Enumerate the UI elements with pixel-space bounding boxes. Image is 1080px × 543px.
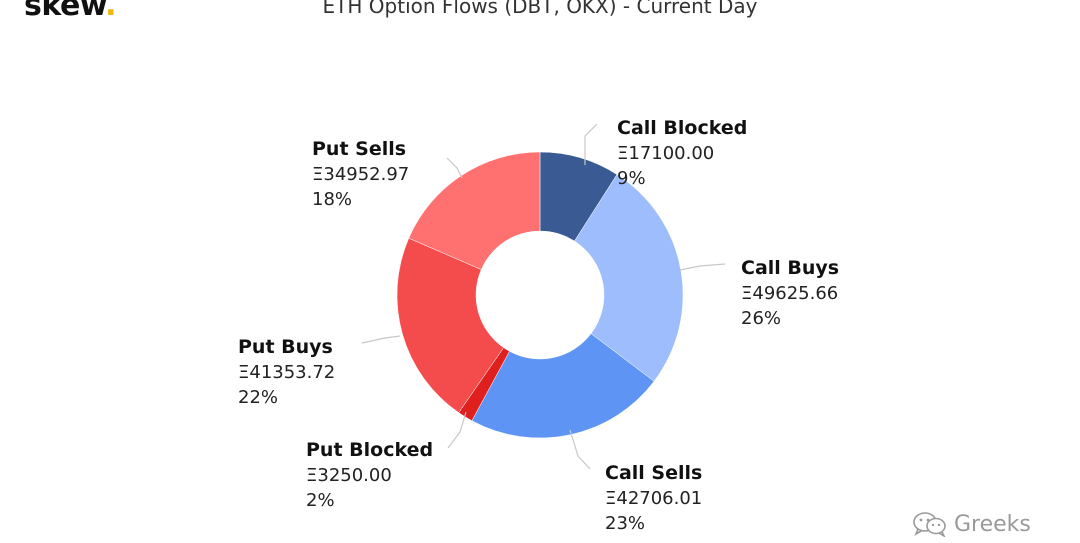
label-value-put-buys: Ξ41353.72 <box>238 362 335 383</box>
label-value-call-sells: Ξ42706.01 <box>605 488 702 509</box>
label-value-call-buys: Ξ49625.66 <box>741 283 838 304</box>
chart-title: ETH Option Flows (DBT, OKX) - Current Da… <box>322 0 758 18</box>
label-value-put-blocked: Ξ3250.00 <box>306 465 392 486</box>
wechat-icon <box>913 512 946 537</box>
skew-logo: skew. <box>24 0 117 23</box>
slice-call-buys[interactable] <box>574 174 684 382</box>
label-name-put-blocked: Put Blocked <box>306 439 433 461</box>
label-percent-call-buys: 26% <box>741 308 781 329</box>
label-value-call-blocked: Ξ17100.00 <box>617 143 714 164</box>
label-name-call-sells: Call Sells <box>605 462 702 484</box>
label-percent-call-blocked: 9% <box>617 168 646 189</box>
slice-put-buys[interactable] <box>396 237 504 413</box>
connector-call-buys <box>679 263 726 271</box>
watermark-text: Greeks <box>954 511 1031 537</box>
label-name-call-blocked: Call Blocked <box>617 117 747 139</box>
connector-put-buys <box>361 335 401 344</box>
labels-layer: Call Blocked Ξ17100.00 9% Call Buys Ξ49625.6… <box>238 117 839 534</box>
slice-call-sells[interactable] <box>471 333 655 439</box>
label-name-put-sells: Put Sells <box>312 138 406 160</box>
connector-put-sells <box>446 157 463 179</box>
label-percent-put-sells: 18% <box>312 189 352 210</box>
label-percent-put-buys: 22% <box>238 387 278 408</box>
connector-put-blocked <box>447 411 467 449</box>
connector-call-sells <box>569 429 591 470</box>
connector-call-blocked <box>584 123 598 165</box>
greeks-watermark: Greeks <box>912 509 1062 539</box>
slice-put-sells[interactable] <box>408 151 541 270</box>
label-name-put-buys: Put Buys <box>238 336 333 358</box>
label-percent-put-blocked: 2% <box>306 490 335 511</box>
label-name-call-buys: Call Buys <box>741 257 839 279</box>
label-value-put-sells: Ξ34952.97 <box>312 164 409 185</box>
slices-layer <box>396 151 684 439</box>
label-percent-call-sells: 23% <box>605 513 645 534</box>
